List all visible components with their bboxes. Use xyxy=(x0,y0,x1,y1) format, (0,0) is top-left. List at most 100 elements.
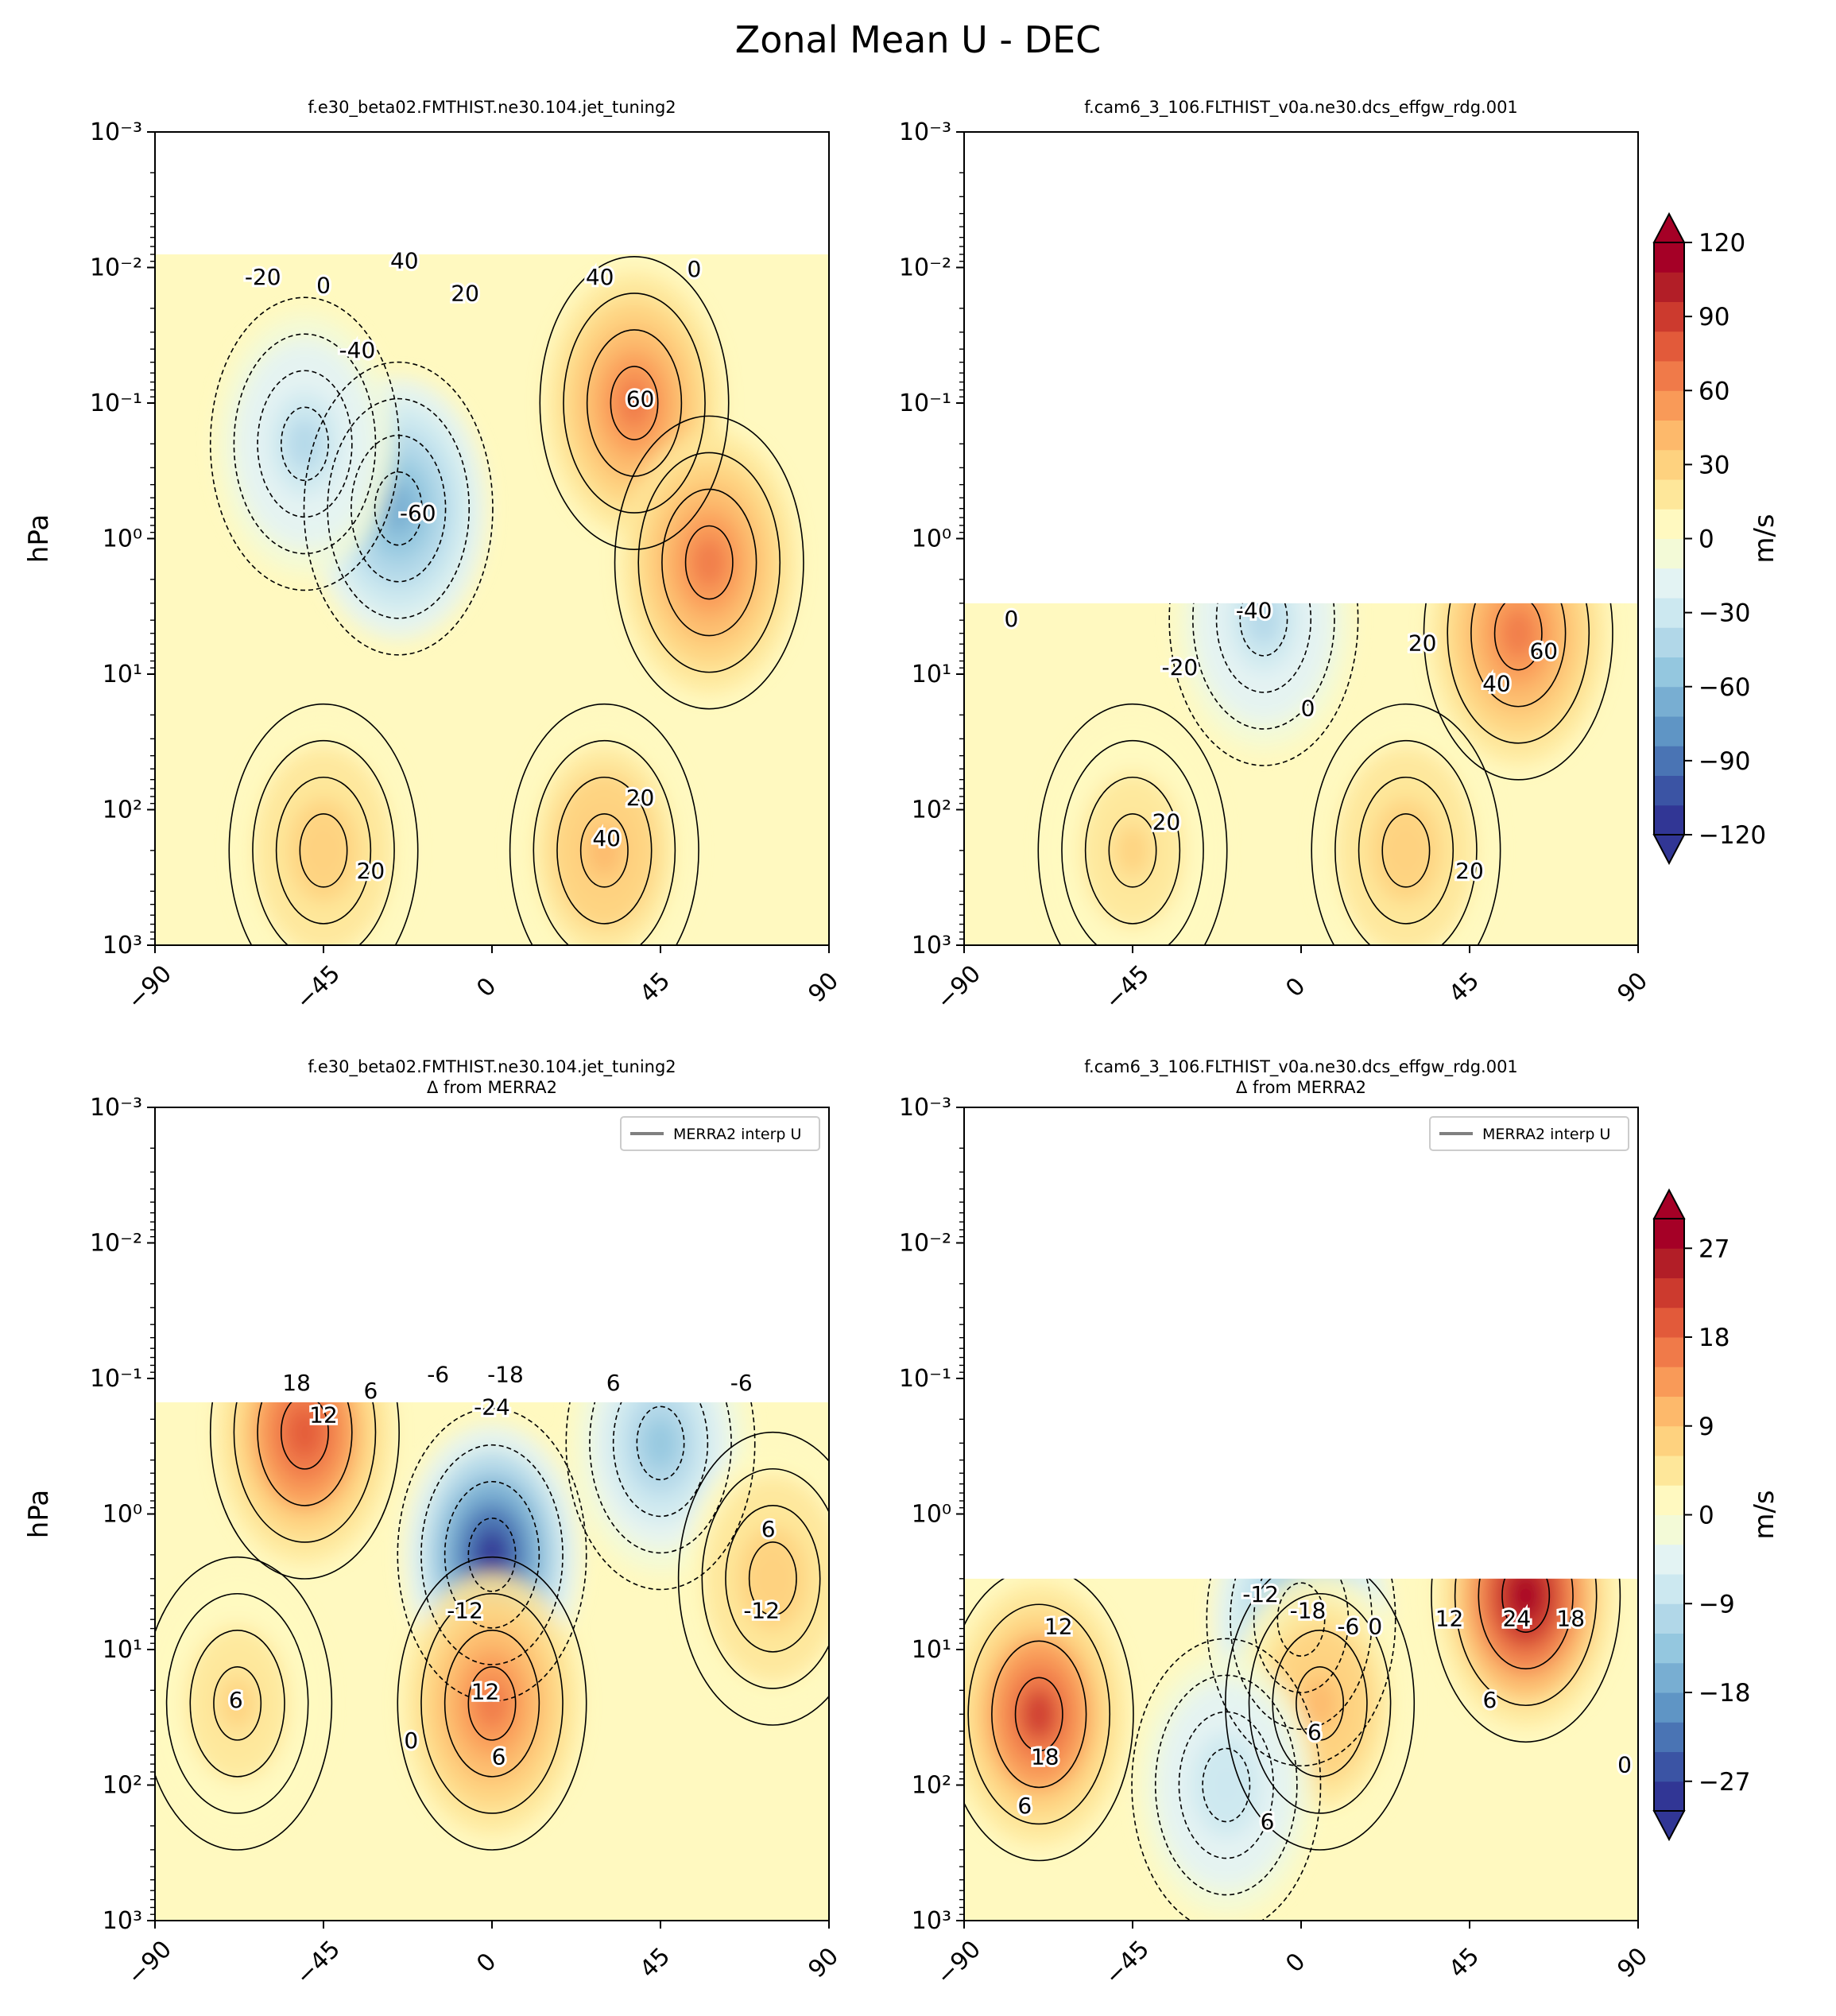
feature-max xyxy=(1388,824,1423,877)
y-tick-label: 10⁰ xyxy=(912,525,951,553)
y-tick-label: 10⁰ xyxy=(103,525,142,553)
contour-line xyxy=(1248,1592,1392,1814)
y-tick-label: 10⁻³ xyxy=(90,1094,142,1122)
contour-labels: 12 -12 -18 -6 0 12 24 18 6 18 6 6 0 6 xyxy=(1015,1579,1634,1837)
colorbar-segment xyxy=(1654,331,1684,362)
contour-line xyxy=(1296,1666,1345,1741)
contour-line xyxy=(701,1467,829,1689)
feature-min xyxy=(1245,593,1281,646)
contour-label: 6 xyxy=(1307,1719,1322,1746)
contour-line xyxy=(1178,1711,1274,1859)
y-tick-label: 10⁻³ xyxy=(899,1094,951,1122)
contour-label: -20 xyxy=(1161,654,1198,680)
y-tick-label: 10⁻² xyxy=(899,1230,951,1258)
feature-max xyxy=(474,1677,510,1730)
colorbar-tick-label: 90 xyxy=(1698,303,1729,331)
y-tick-label: 10⁻² xyxy=(90,1230,142,1258)
y-axis: 10⁻³ 10⁻² 10⁻¹ 10⁰ 10¹ 10² 10³ xyxy=(90,118,155,960)
colorbar-tick-label: −18 xyxy=(1698,1679,1750,1708)
contour-line xyxy=(155,1556,333,1851)
colorbar-segment xyxy=(1654,804,1684,835)
contour-label: 40 xyxy=(592,825,621,851)
x-axis: −90 −45 0 45 90 xyxy=(932,945,1653,1016)
contour-label: 6 xyxy=(1483,1687,1497,1713)
y-tick-label: 10⁻³ xyxy=(899,118,951,146)
y-tick-label: 10⁻¹ xyxy=(899,390,951,417)
contour-line xyxy=(1108,812,1157,888)
colorbar-tick-label: 30 xyxy=(1698,451,1729,479)
contour-label: 40 xyxy=(1482,671,1511,697)
y-tick-label: 10³ xyxy=(103,1907,142,1935)
contour-line xyxy=(1381,812,1431,888)
contour-line xyxy=(374,471,423,546)
contour-lines xyxy=(1037,471,1613,945)
colorbar-tick-label: 120 xyxy=(1698,229,1745,258)
colorbar-segment xyxy=(1654,627,1684,657)
colorbar-segment xyxy=(1654,301,1684,332)
colorbar-tick-label: 9 xyxy=(1698,1413,1714,1441)
x-tick-label: 45 xyxy=(634,967,676,1008)
contour-label: -60 xyxy=(400,500,436,526)
contour-label: -12 xyxy=(447,1597,483,1623)
colorbar-segment xyxy=(1654,1603,1684,1634)
y-tick-label: 10⁻¹ xyxy=(90,1365,142,1393)
contour-label: -6 xyxy=(427,1362,449,1388)
legend: MERRA2 interp U xyxy=(1429,1116,1629,1151)
contour-label: 18 xyxy=(1031,1743,1059,1770)
colorbar-segment xyxy=(1654,568,1684,599)
colorbar-segment xyxy=(1654,1574,1684,1604)
y-tick-label: 10⁻¹ xyxy=(899,1365,951,1393)
panel-top-right: f.cam6_3_106.FLTHIST_v0a.ne30.dcs_effgw_… xyxy=(899,98,1653,1015)
feature-max xyxy=(1021,1688,1057,1741)
contour-line xyxy=(189,1629,285,1778)
y-tick-label: 10⁻² xyxy=(899,254,951,282)
contour-line xyxy=(467,1666,517,1741)
colorbar-tick-label: −9 xyxy=(1698,1590,1735,1619)
contour-lines xyxy=(155,1285,829,1851)
contour-line xyxy=(1276,1582,1326,1657)
y-tick-label: 10⁻³ xyxy=(90,118,142,146)
contour-label: 20 xyxy=(1408,630,1437,656)
no-data-region xyxy=(964,132,1638,603)
field xyxy=(155,1107,829,1921)
panel-bottom-right: f.cam6_3_106.FLTHIST_v0a.ne30.dcs_effgw_… xyxy=(899,1057,1653,1991)
x-tick-label: −90 xyxy=(932,1936,987,1991)
x-tick-label: −45 xyxy=(291,960,347,1016)
panel-title: f.e30_beta02.FMTHIST.ne30.104.jet_tuning… xyxy=(308,1057,676,1077)
figure-title: Zonal Mean U - DEC xyxy=(735,18,1101,61)
x-tick-label: 90 xyxy=(803,1942,844,1983)
contour-line xyxy=(563,293,706,514)
colorbar-extend-min xyxy=(1652,834,1686,866)
contour-line xyxy=(1358,776,1454,925)
contour-label: 60 xyxy=(626,386,655,413)
contour-line xyxy=(533,739,676,945)
y-axis-label: hPa xyxy=(23,514,55,563)
contour-line xyxy=(467,1517,517,1592)
contour-line xyxy=(610,366,659,440)
field xyxy=(155,132,829,945)
contour-label: 0 xyxy=(404,1727,418,1754)
x-tick-label: −45 xyxy=(1100,960,1156,1016)
contour-line xyxy=(397,1556,587,1851)
y-tick-label: 10¹ xyxy=(912,1636,951,1664)
colorbar-segment xyxy=(1654,716,1684,746)
contour-lines xyxy=(209,256,804,945)
x-tick-label: 0 xyxy=(471,1948,502,1978)
legend-box xyxy=(620,1116,820,1151)
x-tick-label: −90 xyxy=(122,960,178,1016)
panel-bottom-left: f.e30_beta02.FMTHIST.ne30.104.jet_tuning… xyxy=(23,1057,844,1991)
contour-line xyxy=(303,361,494,656)
contour-line xyxy=(579,812,629,888)
contour-line xyxy=(748,1541,797,1616)
y-axis: 10⁻³ 10⁻² 10⁻¹ 10⁰ 10¹ 10² 10³ xyxy=(899,1094,964,1935)
colorbar-segment xyxy=(1654,1662,1684,1693)
y-tick-label: 10⁰ xyxy=(912,1501,951,1529)
colorbar-tick-label: −120 xyxy=(1698,821,1766,850)
colorbar-tick-label: 27 xyxy=(1698,1235,1729,1263)
contour-line xyxy=(252,739,395,945)
y-tick-label: 10⁻² xyxy=(90,254,142,282)
y-axis: 10⁻³ 10⁻² 10⁻¹ 10⁰ 10¹ 10² 10³ xyxy=(899,118,964,960)
contour-label: 6 xyxy=(1261,1809,1275,1835)
colorbar-segment xyxy=(1654,1544,1684,1575)
